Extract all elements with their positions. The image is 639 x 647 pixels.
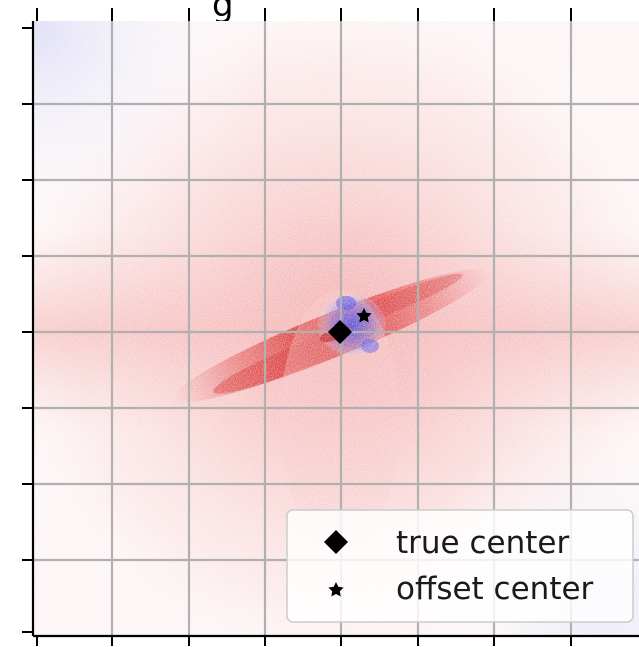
legend-box	[286, 509, 634, 623]
tick-marks	[22, 8, 572, 646]
legend-diamond-icon	[324, 530, 348, 554]
legend: true center offset center	[286, 509, 634, 623]
true-center-marker	[328, 320, 352, 344]
offset-center-marker	[356, 308, 372, 323]
legend-star-icon	[328, 582, 344, 597]
legend-true-center-label: true center	[396, 525, 569, 561]
center-markers	[328, 308, 372, 344]
legend-offset-center-label: offset center	[396, 571, 594, 607]
title-fragment: g	[212, 0, 234, 25]
